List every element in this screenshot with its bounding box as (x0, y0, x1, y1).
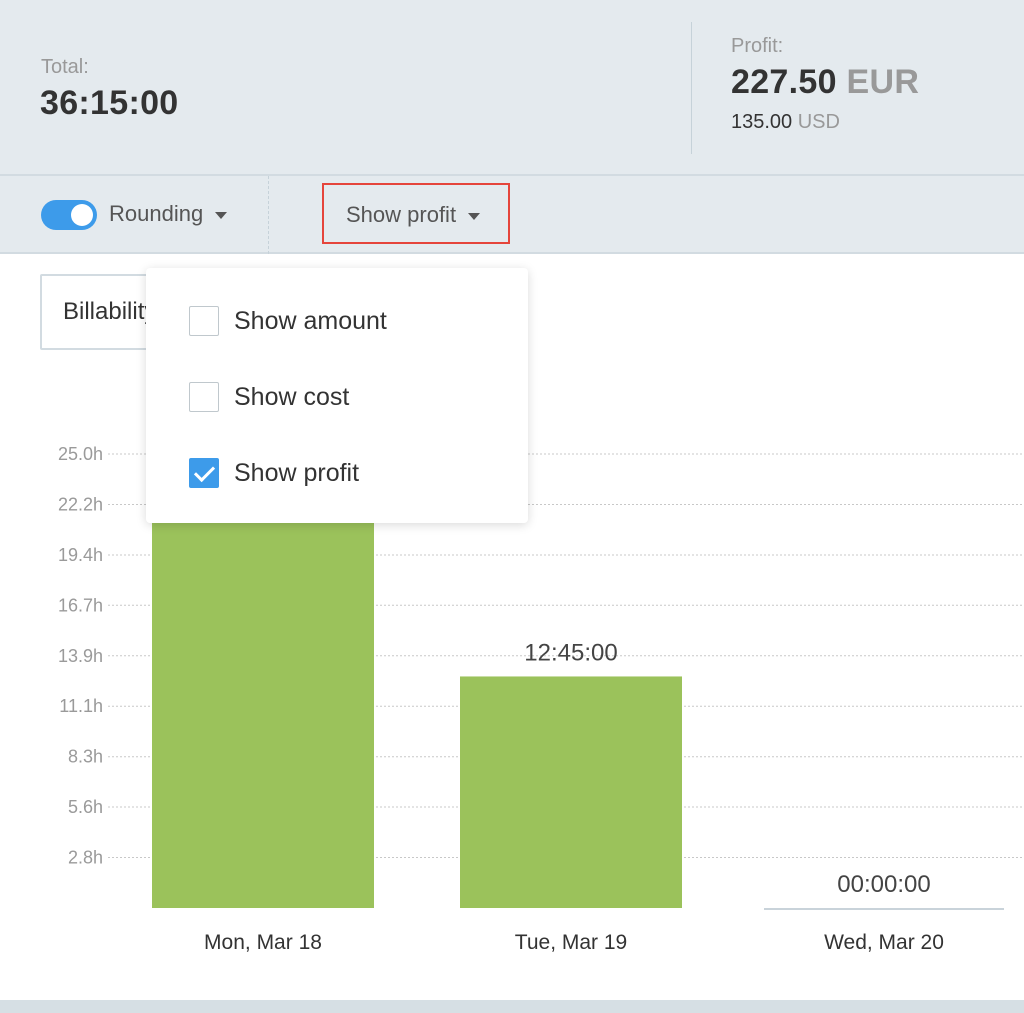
chevron-down-icon (468, 212, 481, 220)
summary-panel: Total: 36:15:00 Profit: 227.50 EUR 135.0… (0, 0, 1024, 176)
bar-data-label: 00:00:00 (837, 871, 930, 898)
show-cost-label: Show cost (234, 383, 350, 411)
x-tick-label: Tue, Mar 19 (515, 931, 627, 954)
total-value: 36:15:00 (40, 84, 179, 122)
rounding-toggle[interactable] (41, 200, 97, 230)
show-profit-option-label: Show profit (234, 459, 360, 487)
chart-bars (152, 481, 1004, 910)
x-tick-label: Wed, Mar 20 (824, 931, 944, 954)
chart-labels: 2.8h 5.6h 8.3h 11.1h 13.9h 16.7h 19.4h 22.2h 25.… (58, 444, 944, 954)
toolbar-separator (268, 176, 269, 254)
profit-value-line: 227.50 EUR (731, 63, 919, 102)
show-amount-checkbox[interactable] (189, 306, 219, 336)
profit-sub-value: 135.00 (731, 111, 793, 133)
rounding-label: Rounding (109, 201, 204, 226)
profit-sub-line: 135.00 USD (731, 111, 840, 134)
y-tick-label: 19.4h (58, 545, 103, 565)
bar-data-label: 12:45:00 (524, 639, 617, 666)
summary-divider (691, 22, 692, 154)
y-tick-label: 5.6h (68, 797, 103, 817)
profit-value: 227.50 (731, 63, 837, 101)
bottom-border (0, 1000, 1024, 1013)
y-tick-label: 16.7h (58, 595, 103, 615)
y-tick-label: 22.2h (58, 494, 103, 514)
x-tick-label: Mon, Mar 18 (204, 931, 322, 954)
show-profit-label: Show profit (346, 202, 457, 227)
billability-select-value: Billability (63, 298, 157, 325)
profit-sub-currency: USD (797, 111, 840, 133)
profit-currency: EUR (846, 63, 920, 101)
report-toolbar: Rounding Show profit (0, 176, 1024, 254)
show-profit-checkbox[interactable] (189, 458, 219, 488)
show-options-menu: Show amount Show cost Show profit (146, 268, 528, 523)
profit-label: Profit: (731, 35, 784, 57)
y-tick-label: 8.3h (68, 747, 103, 767)
y-tick-label: 2.8h (68, 848, 103, 868)
y-tick-label: 13.9h (58, 646, 103, 666)
toggle-knob (71, 204, 93, 226)
total-label: Total: (41, 56, 89, 78)
y-tick-label: 11.1h (59, 696, 103, 716)
show-profit-dropdown[interactable]: Show profit (322, 183, 510, 244)
show-cost-checkbox[interactable] (189, 382, 219, 412)
bar[interactable] (152, 481, 374, 908)
chevron-down-icon (215, 211, 228, 219)
show-amount-label: Show amount (234, 307, 387, 335)
y-tick-label: 25.0h (58, 444, 103, 464)
bar[interactable] (460, 676, 682, 908)
show-profit-button-content: Show profit (346, 202, 481, 228)
rounding-dropdown[interactable]: Rounding (109, 201, 228, 227)
